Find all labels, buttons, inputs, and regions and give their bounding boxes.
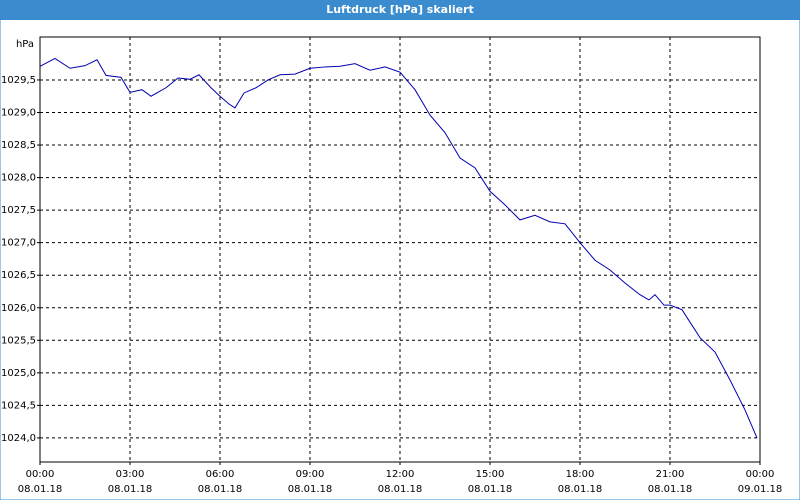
y-axis-label: hPa: [16, 39, 34, 50]
y-tick-label: 1026,5: [1, 270, 36, 281]
x-tick-date: 08.01.18: [288, 484, 333, 495]
y-tick-label: 1029,5: [1, 75, 36, 86]
x-tick-label: 00:00: [746, 469, 775, 480]
y-tick-label: 1026,0: [1, 303, 36, 314]
y-tick-label: 1024,5: [1, 400, 36, 411]
x-tick-date: 08.01.18: [198, 484, 243, 495]
x-tick-label: 09:00: [296, 469, 325, 480]
y-tick-label: 1028,0: [1, 173, 36, 184]
x-tick-label: 12:00: [386, 469, 415, 480]
y-tick-label: 1029,0: [1, 107, 36, 118]
y-tick-label: 1025,5: [1, 335, 36, 346]
x-tick-date: 09.01.18: [738, 484, 783, 495]
x-tick-label: 15:00: [476, 469, 505, 480]
y-tick-label: 1027,0: [1, 238, 36, 249]
y-tick-label: 1028,5: [1, 140, 36, 151]
x-tick-label: 00:00: [26, 469, 55, 480]
x-tick-label: 21:00: [656, 469, 685, 480]
x-tick-date: 08.01.18: [108, 484, 153, 495]
x-tick-label: 03:00: [116, 469, 145, 480]
x-tick-date: 08.01.18: [378, 484, 423, 495]
x-tick-date: 08.01.18: [648, 484, 693, 495]
y-tick-label: 1024,0: [1, 433, 36, 444]
x-tick-label: 06:00: [206, 469, 235, 480]
y-tick-label: 1027,5: [1, 205, 36, 216]
x-tick-date: 08.01.18: [468, 484, 513, 495]
x-tick-label: 18:00: [566, 469, 595, 480]
x-tick-date: 08.01.18: [558, 484, 603, 495]
y-tick-label: 1025,0: [1, 368, 36, 379]
x-tick-date: 08.01.18: [18, 484, 63, 495]
chart-title: Luftdruck [hPa] skaliert: [326, 3, 474, 16]
data-line: [39, 57, 758, 439]
title-bar: [0, 0, 800, 20]
